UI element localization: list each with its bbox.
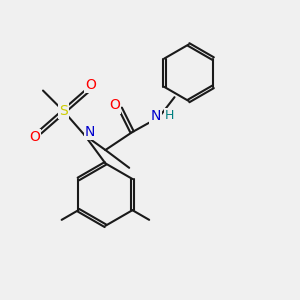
Text: S: S	[59, 104, 68, 118]
Text: O: O	[110, 98, 120, 112]
Text: O: O	[85, 78, 96, 92]
Text: N: N	[85, 124, 95, 139]
Text: H: H	[165, 109, 174, 122]
Text: N: N	[150, 109, 161, 123]
Text: O: O	[29, 130, 40, 144]
